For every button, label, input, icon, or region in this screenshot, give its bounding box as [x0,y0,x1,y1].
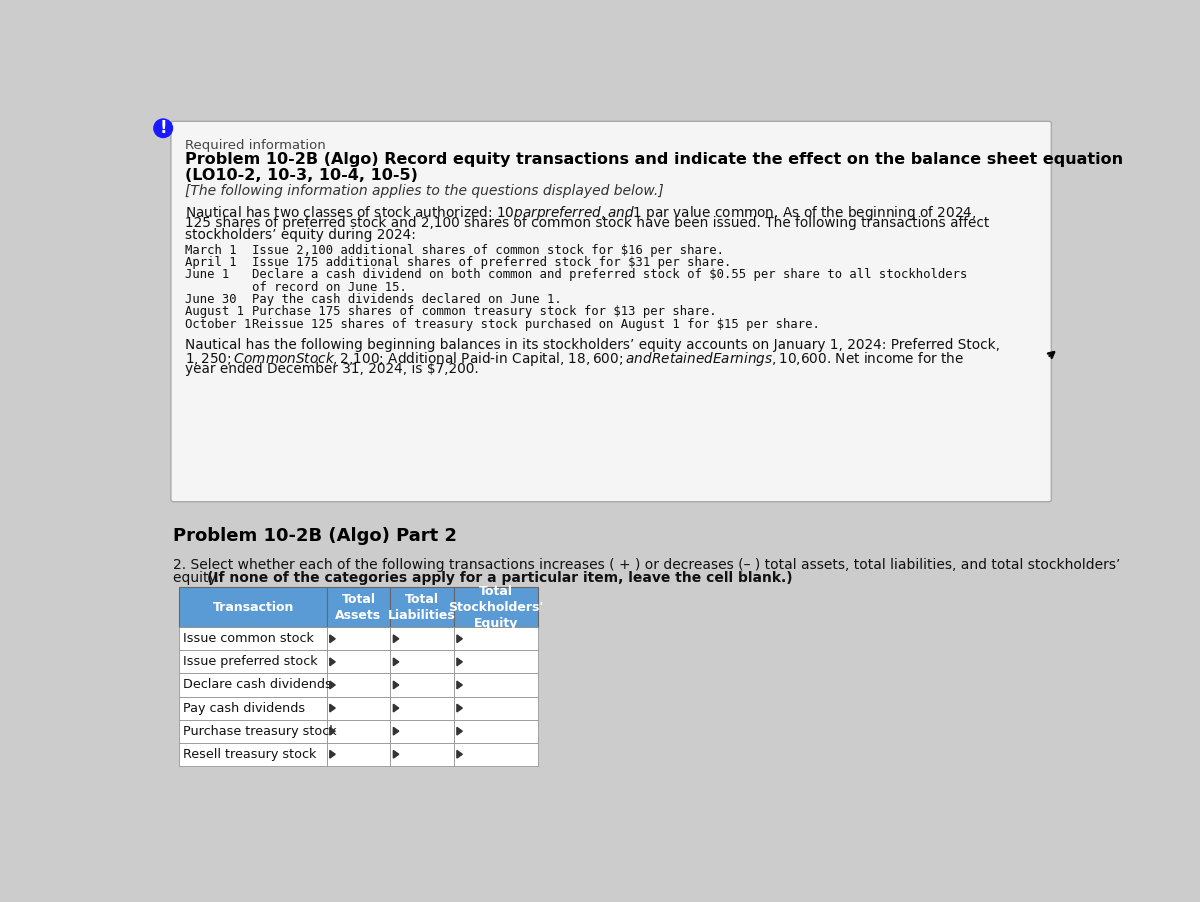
Polygon shape [330,681,335,689]
Text: $1,250; Common Stock, $2,100; Additional Paid-in Capital, $18,600; and Retained : $1,250; Common Stock, $2,100; Additional… [185,350,964,368]
FancyBboxPatch shape [326,650,390,674]
Polygon shape [330,750,335,758]
Text: March 1: March 1 [185,244,236,257]
FancyBboxPatch shape [390,674,454,696]
Text: October 1: October 1 [185,318,251,331]
FancyBboxPatch shape [454,587,538,627]
FancyBboxPatch shape [454,696,538,720]
Polygon shape [330,635,335,642]
FancyBboxPatch shape [454,674,538,696]
FancyBboxPatch shape [180,587,326,627]
Text: equity.: equity. [173,571,223,585]
Text: Total
Liabilities: Total Liabilities [388,593,456,621]
Polygon shape [457,658,462,666]
Polygon shape [394,750,398,758]
Text: Transaction: Transaction [212,601,294,613]
FancyBboxPatch shape [390,720,454,742]
Text: Pay cash dividends: Pay cash dividends [184,702,306,714]
FancyBboxPatch shape [390,627,454,650]
Text: June 30: June 30 [185,293,236,306]
Text: Declare cash dividends: Declare cash dividends [184,678,332,692]
FancyBboxPatch shape [326,627,390,650]
Polygon shape [330,658,335,666]
Polygon shape [457,681,462,689]
FancyBboxPatch shape [454,650,538,674]
FancyBboxPatch shape [454,720,538,742]
Text: [The following information applies to the questions displayed below.]: [The following information applies to th… [185,185,664,198]
Text: Issue preferred stock: Issue preferred stock [184,656,318,668]
Polygon shape [457,635,462,642]
Polygon shape [330,727,335,735]
Text: Total
Stockholders'
Equity: Total Stockholders' Equity [448,584,544,630]
Text: Purchase treasury stock: Purchase treasury stock [184,724,337,738]
Text: (LO10-2, 10-3, 10-4, 10-5): (LO10-2, 10-3, 10-4, 10-5) [185,168,418,182]
Text: stockholders’ equity during 2024:: stockholders’ equity during 2024: [185,228,415,243]
Text: of record on June 15.: of record on June 15. [252,281,407,294]
FancyBboxPatch shape [170,122,1051,502]
Text: Purchase 175 shares of common treasury stock for $13 per share.: Purchase 175 shares of common treasury s… [252,306,716,318]
Text: Nautical has the following beginning balances in its stockholders’ equity accoun: Nautical has the following beginning bal… [185,337,1000,352]
FancyBboxPatch shape [326,720,390,742]
Text: !: ! [160,119,167,137]
Text: Reissue 125 shares of treasury stock purchased on August 1 for $15 per share.: Reissue 125 shares of treasury stock pur… [252,318,820,331]
Text: Resell treasury stock: Resell treasury stock [184,748,317,760]
FancyBboxPatch shape [454,742,538,766]
Text: April 1: April 1 [185,256,236,269]
Text: Nautical has two classes of stock authorized: $10 par preferred, and $1 par valu: Nautical has two classes of stock author… [185,204,977,222]
Text: 2. Select whether each of the following transactions increases ( + ) or decrease: 2. Select whether each of the following … [173,558,1121,572]
Text: August 1: August 1 [185,306,244,318]
Polygon shape [330,704,335,712]
FancyBboxPatch shape [326,674,390,696]
Text: Problem 10-2B (Algo) Record equity transactions and indicate the effect on the b: Problem 10-2B (Algo) Record equity trans… [185,152,1123,167]
FancyBboxPatch shape [390,650,454,674]
Text: Total
Assets: Total Assets [336,593,382,621]
Text: Required information: Required information [185,139,325,152]
FancyBboxPatch shape [454,627,538,650]
FancyBboxPatch shape [390,696,454,720]
FancyBboxPatch shape [326,742,390,766]
Circle shape [154,119,173,137]
Text: Issue 175 additional shares of preferred stock for $31 per share.: Issue 175 additional shares of preferred… [252,256,732,269]
Text: June 1: June 1 [185,269,229,281]
Polygon shape [457,704,462,712]
FancyBboxPatch shape [390,587,454,627]
FancyBboxPatch shape [180,674,326,696]
FancyBboxPatch shape [326,696,390,720]
Polygon shape [394,681,398,689]
FancyBboxPatch shape [180,627,326,650]
Polygon shape [394,658,398,666]
Text: (If none of the categories apply for a particular item, leave the cell blank.): (If none of the categories apply for a p… [208,571,793,585]
Text: Issue common stock: Issue common stock [184,632,314,645]
Text: 125 shares of preferred stock and 2,100 shares of common stock have been issued.: 125 shares of preferred stock and 2,100 … [185,216,989,230]
Text: Problem 10-2B (Algo) Part 2: Problem 10-2B (Algo) Part 2 [173,527,457,545]
FancyBboxPatch shape [326,587,390,627]
Polygon shape [457,750,462,758]
Polygon shape [394,704,398,712]
Text: year ended December 31, 2024, is $7,200.: year ended December 31, 2024, is $7,200. [185,363,479,376]
Text: Pay the cash dividends declared on June 1.: Pay the cash dividends declared on June … [252,293,562,306]
FancyBboxPatch shape [180,650,326,674]
FancyBboxPatch shape [390,742,454,766]
FancyBboxPatch shape [180,696,326,720]
Polygon shape [457,727,462,735]
Polygon shape [394,727,398,735]
Text: Issue 2,100 additional shares of common stock for $16 per share.: Issue 2,100 additional shares of common … [252,244,725,257]
FancyBboxPatch shape [180,742,326,766]
Polygon shape [394,635,398,642]
FancyBboxPatch shape [180,720,326,742]
Text: Declare a cash dividend on both common and preferred stock of $0.55 per share to: Declare a cash dividend on both common a… [252,269,967,281]
